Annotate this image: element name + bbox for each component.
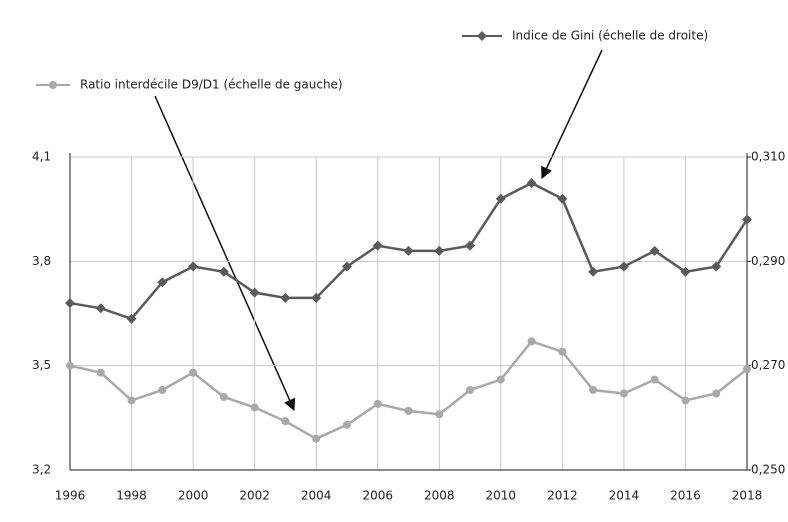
x-tick-label: 2002 — [239, 489, 270, 503]
point — [403, 245, 414, 256]
x-tick-label: 2004 — [301, 489, 332, 503]
x-tick-label: 2000 — [178, 489, 209, 503]
x-tick-label: 2014 — [609, 489, 640, 503]
point — [650, 375, 659, 384]
legend-label: Ratio interdécile D9/D1 (échelle de gauc… — [80, 78, 343, 92]
y-tick-label: 3,5 — [32, 358, 51, 372]
x-tick-label: 2016 — [670, 489, 701, 503]
y-tick-label: 3,8 — [32, 254, 51, 268]
point — [742, 214, 752, 225]
point — [495, 193, 506, 204]
point — [619, 389, 628, 398]
legend-marker — [477, 31, 487, 41]
point — [249, 287, 260, 298]
point — [312, 434, 321, 443]
point — [158, 386, 167, 395]
point — [95, 303, 106, 314]
point — [527, 337, 536, 346]
y2-tick-label: 0,250 — [751, 463, 785, 477]
y-tick-label: 4,1 — [32, 150, 51, 164]
point — [435, 410, 444, 419]
x-tick-label: 1996 — [55, 489, 86, 503]
point — [589, 386, 598, 395]
point — [434, 245, 445, 256]
point — [250, 403, 259, 412]
y2-tick-label: 0,270 — [751, 358, 785, 372]
x-tick-label: 2010 — [486, 489, 517, 503]
point — [466, 386, 475, 395]
x-tick-label: 1998 — [116, 489, 147, 503]
point — [65, 298, 75, 309]
series-line — [69, 339, 748, 441]
point — [372, 240, 383, 251]
point — [373, 399, 382, 408]
x-tick-label: 2018 — [732, 489, 763, 503]
x-tick-label: 2006 — [362, 489, 393, 503]
legend-label: Indice de Gini (échelle de droite) — [512, 29, 708, 43]
point — [280, 292, 291, 303]
point — [465, 240, 476, 251]
annotation-arrow — [541, 49, 603, 180]
point — [189, 368, 198, 377]
y2-tick-label: 0,310 — [751, 150, 785, 164]
point — [588, 266, 599, 277]
point — [680, 266, 691, 277]
point — [558, 347, 567, 356]
point — [526, 178, 537, 189]
point — [341, 261, 352, 272]
point — [126, 313, 137, 324]
point — [649, 245, 660, 256]
point — [496, 375, 505, 384]
point — [743, 365, 751, 374]
point — [404, 406, 413, 415]
x-tick-label: 2008 — [424, 489, 455, 503]
point — [96, 368, 105, 377]
point — [342, 420, 351, 429]
point — [681, 396, 690, 405]
point — [712, 389, 721, 398]
annotation-arrow — [154, 95, 296, 412]
point — [219, 392, 228, 401]
point — [711, 261, 722, 272]
point — [218, 266, 229, 277]
y2-tick-label: 0,290 — [751, 254, 785, 268]
y-tick-label: 3,2 — [32, 463, 51, 477]
point — [157, 277, 168, 288]
point — [127, 396, 136, 405]
x-tick-label: 2012 — [547, 489, 578, 503]
point — [557, 193, 568, 204]
point — [618, 261, 629, 272]
point — [66, 361, 74, 370]
legend-marker — [49, 81, 57, 89]
point — [281, 417, 290, 426]
point — [188, 261, 199, 272]
point — [311, 292, 322, 303]
